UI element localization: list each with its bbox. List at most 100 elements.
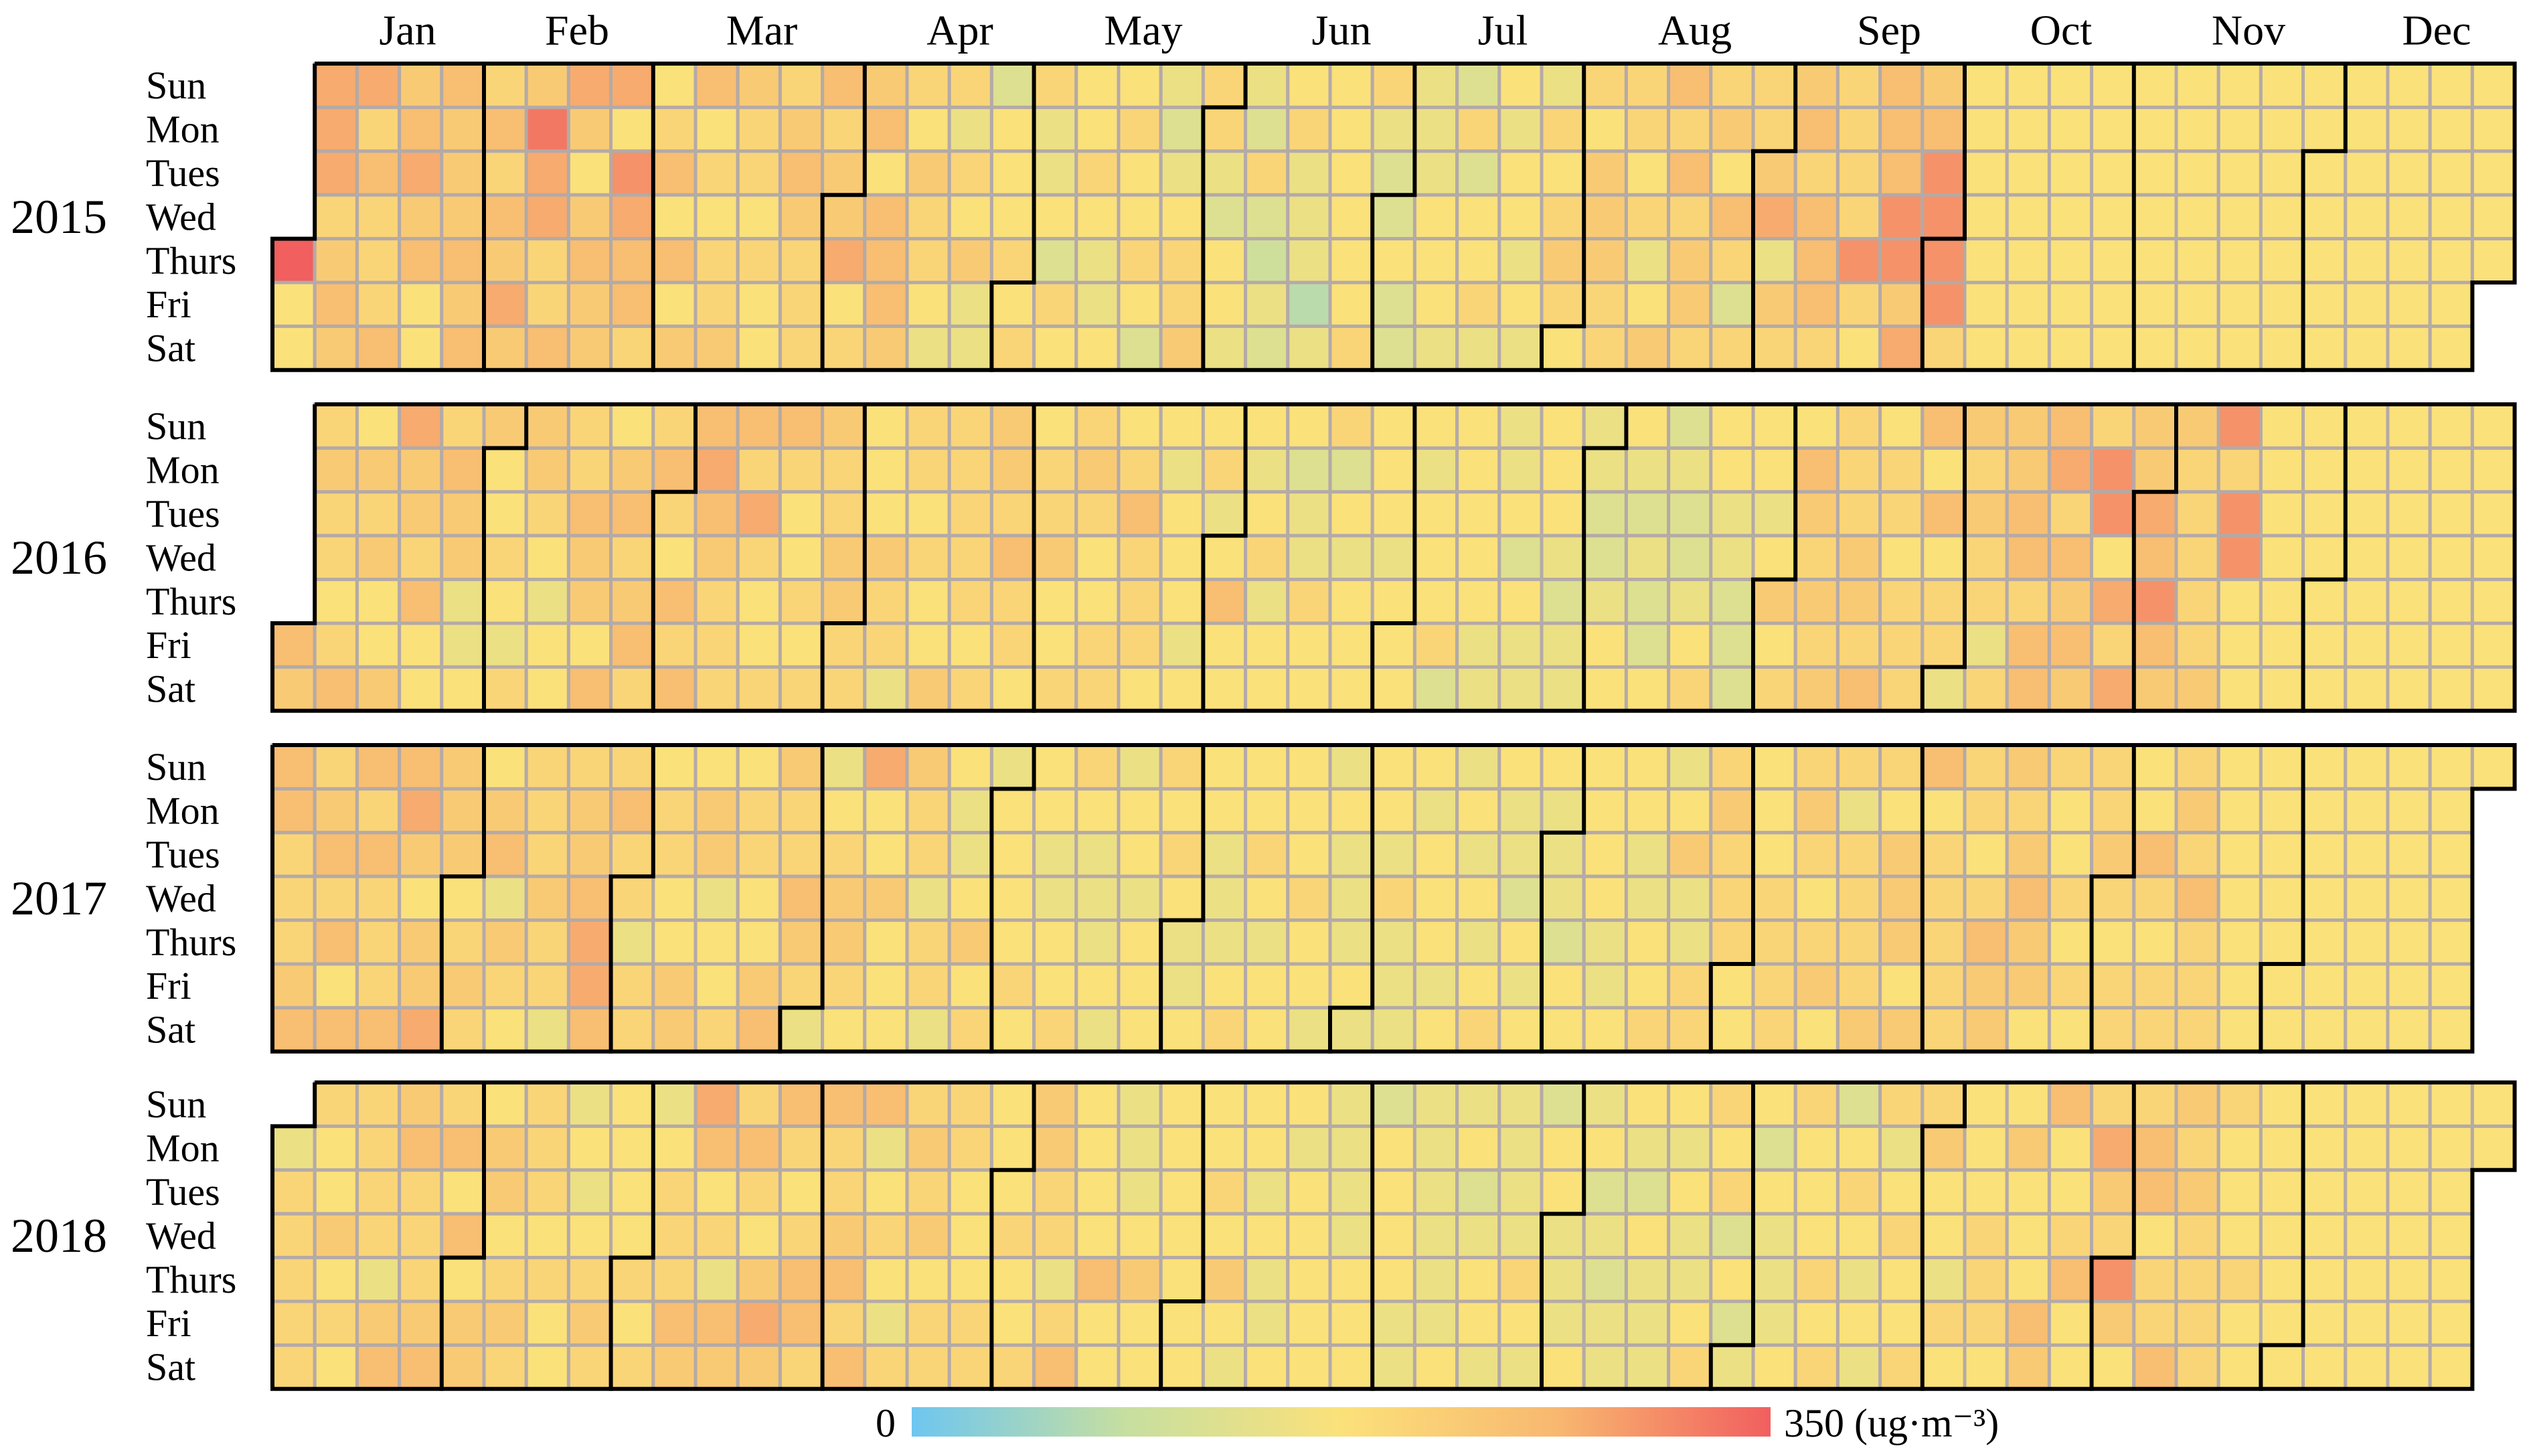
- day-cell: 2017-09-13: ~175: [1793, 874, 1840, 922]
- day-cell: 2016-01-01: ~250: [270, 621, 317, 669]
- day-cell: 2016-06-08: ~200: [1244, 534, 1290, 582]
- day-cell: 2015-04-12: ~200: [905, 62, 951, 109]
- day-cell: 2017-02-09: ~225: [482, 918, 528, 966]
- day-cell: 2015-09-26: ~275: [1878, 324, 1925, 372]
- day-cell: 2016-03-09: ~225: [693, 534, 740, 582]
- day-cell: 2015-08-17: ~200: [1667, 105, 1713, 153]
- day-cell: 2016-02-25: ~225: [609, 578, 655, 625]
- day-cell: 2016-12-12: ~175: [2386, 446, 2432, 494]
- day-cell: 2018-07-24: ~150: [1497, 1168, 1544, 1216]
- day-cell: 2016-05-15: ~175: [1117, 402, 1163, 450]
- day-cell: 2018-03-24: ~225: [736, 1343, 782, 1391]
- day-cell: 2015-10-19: ~175: [2047, 105, 2094, 153]
- day-cell: 2016-12-11: ~175: [2386, 402, 2432, 450]
- day-cell: 2015-10-04: ~175: [1963, 62, 2009, 109]
- day-cell: 2016-09-07: ~200: [1793, 534, 1840, 582]
- month-boundary: [1328, 743, 1375, 1054]
- day-cell: 2017-02-27: ~250: [609, 787, 655, 835]
- day-cell: 2015-08-10: ~200: [1624, 105, 1671, 153]
- day-cell: 2018-08-25: ~200: [1667, 1343, 1713, 1391]
- day-cell: 2015-11-01: ~175: [2132, 62, 2178, 109]
- day-cell: 2017-12-01: ~175: [2259, 962, 2305, 1009]
- day-cell: 2016-01-21: ~250: [398, 578, 444, 625]
- day-cell: 2016-12-27: ~175: [2470, 490, 2517, 538]
- day-cell: 2018-12-11: ~175: [2344, 1168, 2390, 1216]
- day-cell: 2017-05-22: ~175: [1117, 787, 1163, 835]
- day-cell: 2016-05-03: ~200: [1032, 490, 1078, 538]
- day-cell: 2016-10-19: ~250: [2047, 534, 2094, 582]
- day-cell: 2017-08-05: ~175: [1540, 1005, 1586, 1054]
- day-cell: 2018-12-22: ~175: [2386, 1343, 2432, 1391]
- year-frame: [270, 62, 2517, 372]
- day-cell: 2016-04-17: ~200: [947, 402, 993, 450]
- day-cell: 2015-11-15: ~175: [2216, 62, 2263, 109]
- day-cell: 2015-10-31: ~175: [2090, 324, 2136, 372]
- day-cell: 2018-01-26: ~225: [398, 1299, 444, 1347]
- day-cell: 2015-07-04: ~125: [1370, 324, 1416, 372]
- day-cell: 2016-10-07: ~150: [1963, 621, 2009, 669]
- day-cell: 2016-03-28: ~200: [821, 446, 867, 494]
- month-boundary: [820, 62, 867, 372]
- day-cell: 2015-06-30: ~125: [1370, 149, 1416, 197]
- day-cell: 2015-06-19: ~75: [1286, 280, 1332, 328]
- day-cell: 2015-10-30: ~175: [2090, 280, 2136, 328]
- day-cell: 2018-09-05: ~150: [1751, 1212, 1797, 1260]
- day-cell: 2018-07-09: ~150: [1412, 1124, 1459, 1172]
- day-cell: 2017-07-07: ~150: [1370, 962, 1416, 1009]
- day-cell: 2015-03-28: ~200: [778, 324, 825, 372]
- month-boundaries: [439, 743, 2305, 1054]
- day-cell: 2016-06-03: ~175: [1201, 621, 1248, 669]
- day-cell: 2018-06-23: ~175: [1286, 1343, 1332, 1391]
- day-cell: 2015-11-20: ~175: [2216, 280, 2263, 328]
- day-cell: 2015-12-27: ~175: [2470, 62, 2517, 109]
- day-cell: 2018-11-20: ~175: [2216, 1168, 2263, 1216]
- day-cell: 2017-06-12: ~175: [1244, 787, 1290, 835]
- day-cell: 2016-09-26: ~175: [1921, 446, 1967, 494]
- day-cell: 2015-02-13: ~200: [524, 280, 570, 328]
- day-cell: 2016-06-20: ~125: [1328, 446, 1374, 494]
- day-cell: 2015-06-14: ~175: [1286, 62, 1332, 109]
- day-cell: 2018-04-21: ~200: [905, 1343, 951, 1391]
- day-cell: 2018-09-18: ~200: [1835, 1168, 1882, 1216]
- day-cell: 2016-12-15: ~175: [2386, 578, 2432, 625]
- day-cell: 2015-12-18: ~175: [2386, 280, 2432, 328]
- day-cell: 2015-06-29: ~150: [1370, 105, 1416, 153]
- day-cell: 2015-07-20: ~150: [1497, 105, 1544, 153]
- day-cell: 2016-06-01: ~175: [1201, 534, 1248, 582]
- day-cell: 2017-03-27: ~200: [778, 787, 825, 835]
- month-boundary: [820, 402, 867, 713]
- day-cell: 2016-05-13: ~200: [1074, 621, 1121, 669]
- day-cell: 2018-05-07: ~225: [1032, 1124, 1078, 1172]
- day-cell: 2017-04-13: ~175: [863, 918, 909, 966]
- day-cell: 2015-10-02: ~300: [1921, 280, 1967, 328]
- day-cell: 2017-12-11: ~175: [2344, 787, 2390, 835]
- day-cell: 2015-08-16: ~250: [1667, 62, 1713, 109]
- day-cell: 2016-05-23: ~150: [1159, 446, 1205, 494]
- day-cell: 2018-11-11: ~225: [2174, 1080, 2220, 1128]
- day-cell: 2016-10-08: ~200: [1963, 665, 2009, 713]
- day-cell: 2018-11-05: ~250: [2132, 1124, 2178, 1172]
- day-cell: 2017-09-26: ~225: [1878, 831, 1925, 878]
- day-cell: 2016-08-10: ~150: [1624, 534, 1671, 582]
- day-cell: 2018-03-18: ~200: [736, 1080, 782, 1128]
- day-cell: 2017-07-03: ~175: [1370, 787, 1416, 835]
- day-cell: 2016-05-27: ~150: [1159, 621, 1205, 669]
- day-cell: 2016-04-16: ~225: [905, 665, 951, 713]
- day-cell: 2018-09-27: ~175: [1878, 1256, 1925, 1303]
- day-cell: 2016-01-19: ~225: [398, 490, 444, 538]
- day-cell: 2015-02-16: ~225: [566, 105, 613, 153]
- day-cell: 2018-03-14: ~200: [693, 1212, 740, 1260]
- day-cell: 2018-08-03: ~150: [1540, 1299, 1586, 1347]
- day-cell: 2018-01-13: ~175: [313, 1343, 359, 1391]
- day-cell: 2016-07-29: ~150: [1540, 621, 1586, 669]
- day-cell: 2017-10-02: ~175: [1921, 787, 1967, 835]
- day-cell: 2018-09-09: ~200: [1793, 1080, 1840, 1128]
- day-cell: 2016-11-27: ~175: [2301, 402, 2348, 450]
- day-cell: 2015-11-28: ~175: [2259, 324, 2305, 372]
- month-label-jul: Jul: [1478, 7, 1528, 54]
- day-cell: 2016-06-19: ~200: [1328, 402, 1374, 450]
- day-cell: 2016-07-28: ~125: [1540, 578, 1586, 625]
- month-boundary: [608, 743, 655, 1054]
- day-cell: 2015-02-27: ~250: [609, 280, 655, 328]
